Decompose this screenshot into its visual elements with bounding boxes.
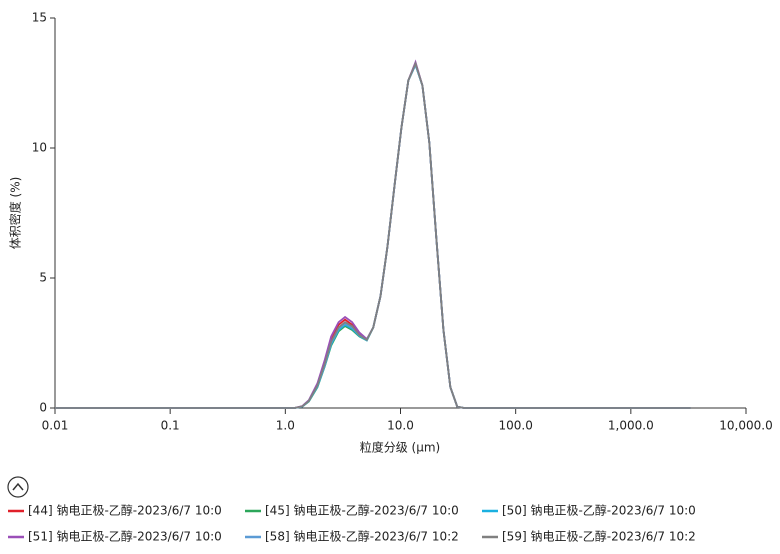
x-tick-label: 10.0 bbox=[387, 419, 414, 433]
x-axis-label: 粒度分级 (μm) bbox=[360, 440, 441, 455]
x-tick-label: 0.1 bbox=[161, 419, 180, 433]
series-line bbox=[55, 62, 691, 409]
x-tick-label: 10,000.0 bbox=[719, 419, 772, 433]
legend-label: [44] 钠电正极-乙醇-2023/6/7 10:0 bbox=[28, 503, 222, 518]
x-tick-label: 1,000.0 bbox=[608, 419, 654, 433]
y-tick-label: 5 bbox=[39, 271, 47, 285]
legend-toggle[interactable] bbox=[7, 476, 29, 498]
x-tick-label: 100.0 bbox=[498, 419, 532, 433]
y-tick-label: 10 bbox=[32, 141, 47, 155]
y-axis-label: 体积密度 (%) bbox=[8, 177, 23, 250]
series-line bbox=[55, 62, 691, 409]
x-tick-label: 1.0 bbox=[276, 419, 295, 433]
x-tick-label: 0.01 bbox=[42, 419, 69, 433]
legend-label: [51] 钠电正极-乙醇-2023/6/7 10:0 bbox=[28, 529, 222, 544]
series-line bbox=[55, 60, 691, 409]
legend-label: [59] 钠电正极-乙醇-2023/6/7 10:2 bbox=[502, 529, 696, 544]
series-line bbox=[55, 62, 691, 409]
y-tick-label: 0 bbox=[39, 401, 47, 415]
legend-label: [50] 钠电正极-乙醇-2023/6/7 10:0 bbox=[502, 503, 696, 518]
legend-label: [45] 钠电正极-乙醇-2023/6/7 10:0 bbox=[265, 503, 459, 518]
series-line bbox=[55, 60, 691, 409]
legend-label: [58] 钠电正极-乙醇-2023/6/7 10:2 bbox=[265, 529, 459, 544]
y-tick-label: 15 bbox=[32, 11, 47, 25]
series-line bbox=[55, 59, 691, 409]
